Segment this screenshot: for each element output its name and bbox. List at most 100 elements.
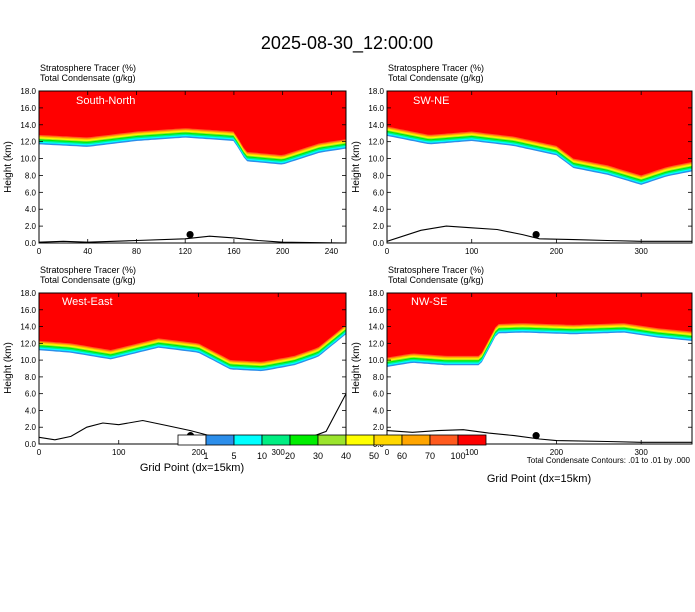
panel-header-condensate: Total Condensate (g/kg) — [388, 275, 484, 285]
y-tick-label: 4.0 — [373, 406, 385, 415]
y-tick-label: 18.0 — [20, 87, 36, 96]
panel-sw-ne: Stratosphere Tracer (%) Total Condensate… — [351, 63, 693, 256]
x-tick-label: 120 — [179, 247, 193, 256]
panel-west-east: Stratosphere Tracer (%) Total Condensate… — [3, 265, 347, 474]
y-tick-label: 14.0 — [20, 323, 36, 332]
x-tick-label: 0 — [385, 247, 390, 256]
plot-frame — [38, 90, 347, 244]
colorbar-label: 10 — [257, 451, 267, 461]
y-tick-label: 4.0 — [25, 205, 37, 214]
colorbar-swatch — [289, 434, 319, 446]
colorbar-swatch — [345, 434, 375, 446]
tracer-band — [39, 293, 346, 362]
colorbar-swatch — [261, 434, 291, 446]
x-tick-label: 160 — [227, 247, 241, 256]
panel-header-tracer: Stratosphere Tracer (%) — [388, 265, 484, 275]
tracer-band — [39, 91, 346, 155]
y-tick-label: 0.0 — [25, 239, 37, 248]
terrain-line — [39, 235, 346, 243]
tracer-field — [39, 91, 346, 243]
panel-nw-se: Stratosphere Tracer (%) Total Condensate… — [351, 265, 693, 485]
panel-header-tracer: Stratosphere Tracer (%) — [40, 63, 136, 73]
tracer-band — [387, 293, 692, 358]
y-tick-label: 14.0 — [368, 121, 384, 130]
y-tick-label: 16.0 — [20, 104, 36, 113]
colorbar-swatch — [401, 434, 431, 446]
region-label: NW-SE — [411, 296, 447, 308]
y-tick-label: 18.0 — [368, 87, 384, 96]
y-tick-label: 6.0 — [373, 188, 385, 197]
x-tick-label: 80 — [132, 247, 141, 256]
panel-header-tracer: Stratosphere Tracer (%) — [388, 63, 484, 73]
x-tick-label: 300 — [634, 247, 648, 256]
figure-title: 2025-08-30_12:00:00 — [261, 33, 433, 54]
colorbar-swatch — [429, 434, 459, 446]
terrain-line — [387, 225, 692, 242]
y-tick-label: 14.0 — [368, 323, 384, 332]
y-tick-label: 4.0 — [373, 205, 385, 214]
x-tick-label: 300 — [634, 448, 648, 457]
x-tick-label: 100 — [465, 448, 479, 457]
x-tick-label: 200 — [550, 448, 564, 457]
y-tick-label: 12.0 — [368, 339, 384, 348]
x-tick-label: 100 — [112, 448, 126, 457]
y-tick-label: 6.0 — [373, 390, 385, 399]
colorbar-label: 5 — [231, 451, 236, 461]
location-marker — [532, 432, 540, 440]
colorbar-label: 40 — [341, 451, 351, 461]
plot-frame — [386, 90, 693, 244]
panel-header-condensate: Total Condensate (g/kg) — [40, 275, 136, 285]
x-tick-label: 200 — [192, 448, 206, 457]
y-tick-label: 10.0 — [368, 155, 384, 164]
y-tick-label: 8.0 — [373, 171, 385, 180]
y-tick-label: 2.0 — [25, 423, 37, 432]
terrain-line — [387, 429, 692, 443]
colorbar-swatch — [457, 434, 487, 446]
x-tick-label: 0 — [385, 448, 390, 457]
colorbar-swatch — [233, 434, 263, 446]
colorbar-label: 1 — [203, 451, 208, 461]
y-tick-label: 2.0 — [25, 222, 37, 231]
colorbar-label: 50 — [369, 451, 379, 461]
footnote: Total Condensate Contours: .01 to .01 by… — [527, 456, 691, 465]
y-tick-label: 8.0 — [25, 171, 37, 180]
y-tick-label: 14.0 — [20, 121, 36, 130]
y-tick-label: 16.0 — [368, 104, 384, 113]
x-tick-label: 40 — [83, 247, 92, 256]
y-tick-label: 12.0 — [20, 138, 36, 147]
colorbar-swatch — [177, 434, 207, 446]
location-marker — [532, 230, 540, 239]
x-tick-label: 200 — [550, 247, 564, 256]
colorbar-label: 70 — [425, 451, 435, 461]
x-tick-label: 200 — [276, 247, 290, 256]
plot-frame — [386, 292, 693, 445]
y-tick-label: 6.0 — [25, 188, 37, 197]
y-tick-label: 12.0 — [20, 339, 36, 348]
colorbar: 1 5 10 20 30 40 50 60 70 100 — [177, 434, 487, 461]
colorbar-label: 100 — [450, 451, 465, 461]
x-tick-label: 0 — [37, 247, 42, 256]
region-label: South-North — [76, 95, 135, 107]
tracer-field — [387, 293, 692, 443]
y-axis-label: Height (km) — [3, 342, 14, 394]
y-tick-label: 2.0 — [373, 423, 385, 432]
panel-south-north: Stratosphere Tracer (%) Total Condensate… — [3, 63, 347, 256]
x-tick-label: 100 — [465, 247, 479, 256]
colorbar-swatch — [373, 434, 403, 446]
y-tick-label: 10.0 — [20, 356, 36, 365]
panel-header-condensate: Total Condensate (g/kg) — [388, 73, 484, 83]
y-tick-label: 0.0 — [25, 440, 37, 449]
tracer-field — [39, 293, 346, 442]
tracer-field — [387, 91, 692, 242]
colorbar-swatch — [205, 434, 235, 446]
region-label: West-East — [62, 296, 113, 308]
y-tick-label: 2.0 — [373, 222, 385, 231]
y-axis-label: Height (km) — [351, 141, 362, 193]
y-tick-label: 12.0 — [368, 138, 384, 147]
colorbar-swatch — [317, 434, 347, 446]
y-axis-label: Height (km) — [351, 342, 362, 394]
x-tick-label: 240 — [325, 247, 339, 256]
colorbar-label: 60 — [397, 451, 407, 461]
y-tick-label: 18.0 — [368, 289, 384, 298]
y-tick-label: 10.0 — [20, 155, 36, 164]
